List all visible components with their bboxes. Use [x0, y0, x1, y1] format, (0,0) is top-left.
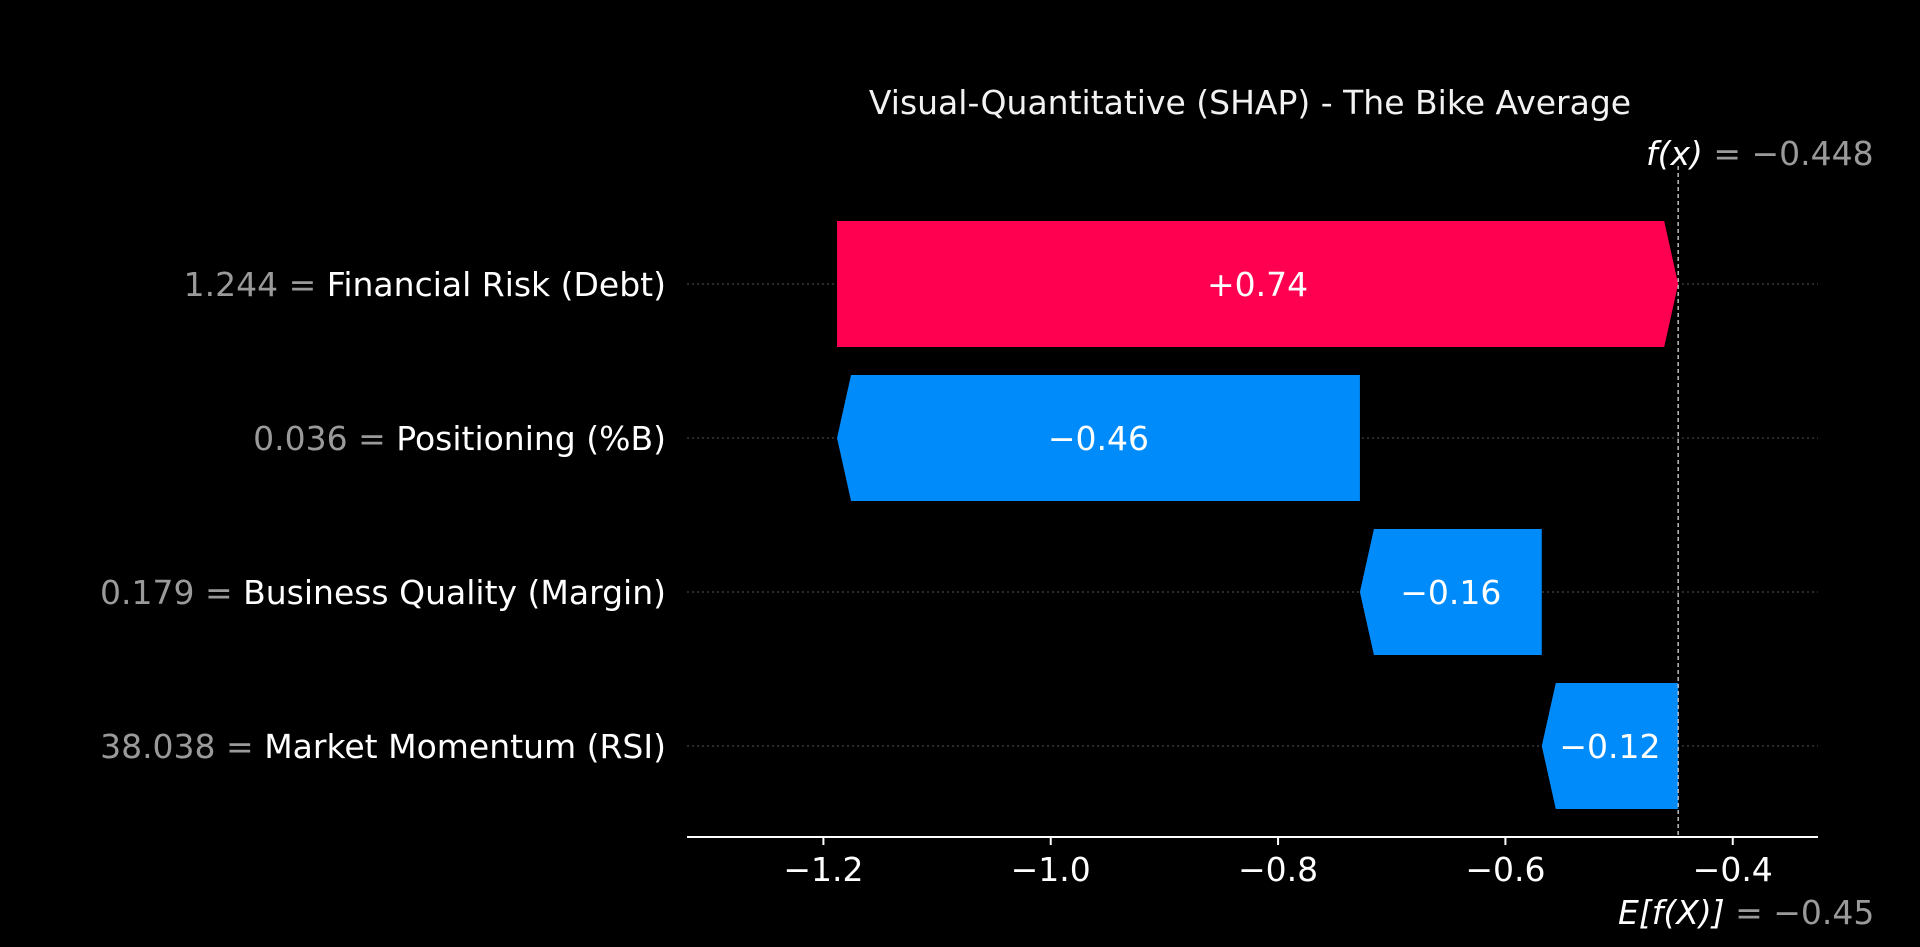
expected-value-annotation: E[f(X)] = −0.45 — [1618, 893, 1874, 932]
feature-name: Business Quality (Margin) — [243, 573, 666, 612]
chart-title: Visual-Quantitative (SHAP) - The Bike Av… — [869, 83, 1631, 122]
bar-value-label: −0.16 — [1400, 573, 1501, 612]
x-tick-label: −0.4 — [1693, 850, 1773, 889]
shap-bar — [837, 221, 1679, 347]
feature-label: 1.244 = Financial Risk (Debt) — [184, 265, 666, 304]
shap-bar — [1359, 529, 1542, 655]
feature-value: 1.244 = — [184, 265, 327, 304]
feature-name: Positioning (%B) — [396, 419, 666, 458]
fx-annotation: f(x) = −0.448 — [1646, 134, 1874, 173]
x-tick-label: −0.8 — [1238, 850, 1318, 889]
fx-annotation-value: = −0.448 — [1703, 134, 1874, 173]
feature-rows: 1.244 = Financial Risk (Debt) +0.74 0.036 … — [100, 221, 1818, 809]
bar-value-label: +0.74 — [1207, 265, 1308, 304]
expected-value-prefix: E[f(X)] — [1618, 893, 1725, 932]
feature-value: 0.179 = — [100, 573, 243, 612]
feature-name: Financial Risk (Debt) — [327, 265, 666, 304]
shap-bar — [1541, 683, 1679, 809]
feature-label: 0.036 = Positioning (%B) — [253, 419, 666, 458]
x-axis: −1.2 −1.0 −0.8 −0.6 −0.4 — [687, 836, 1818, 889]
feature-label: 38.038 = Market Momentum (RSI) — [100, 727, 666, 766]
expected-value-value: = −0.45 — [1725, 893, 1875, 932]
feature-value: 38.038 = — [100, 727, 264, 766]
fx-annotation-prefix: f(x) — [1646, 134, 1703, 173]
feature-value: 0.036 = — [253, 419, 396, 458]
bar-value-label: −0.46 — [1048, 419, 1149, 458]
value-annotations: f(x) = −0.448 E[f(X)] = −0.45 — [1618, 134, 1874, 932]
x-tick-label: −1.0 — [1011, 850, 1091, 889]
feature-label: 0.179 = Business Quality (Margin) — [100, 573, 666, 612]
shap-bar — [837, 375, 1360, 501]
x-tick-label: −0.6 — [1465, 850, 1545, 889]
feature-name: Market Momentum (RSI) — [264, 727, 666, 766]
x-tick-label: −1.2 — [783, 850, 863, 889]
bar-value-label: −0.12 — [1559, 727, 1660, 766]
